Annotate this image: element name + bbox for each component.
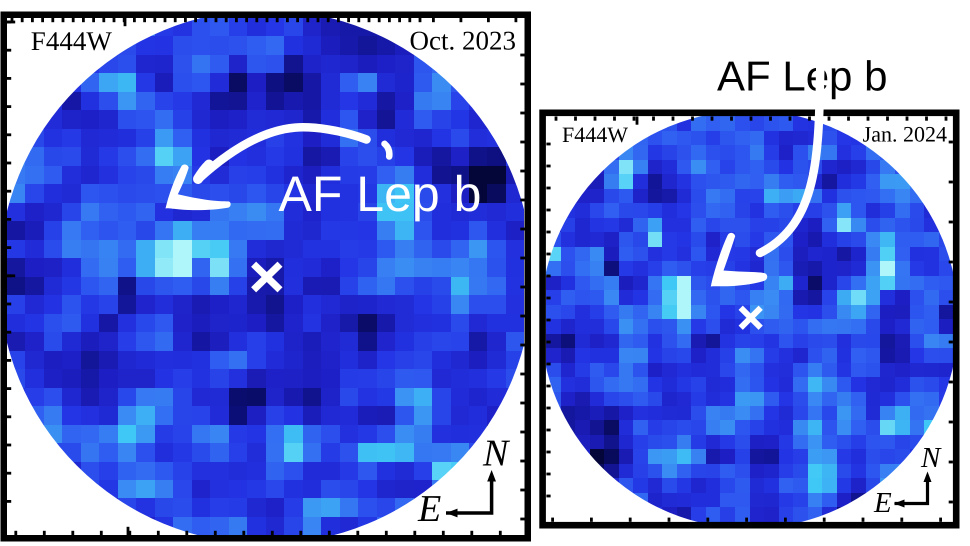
svg-text:AF Lep b: AF Lep b	[717, 52, 887, 99]
svg-text:F444W: F444W	[562, 122, 628, 147]
svg-text:N: N	[920, 442, 942, 474]
svg-text:Jan. 2024: Jan. 2024	[863, 122, 947, 147]
svg-text:AF Lep b: AF Lep b	[279, 166, 482, 222]
svg-text:E: E	[873, 487, 892, 519]
svg-text:N: N	[482, 433, 511, 475]
svg-text:E: E	[417, 488, 441, 530]
svg-text:F444W: F444W	[31, 26, 113, 56]
svg-text:Oct. 2023: Oct. 2023	[410, 26, 516, 56]
